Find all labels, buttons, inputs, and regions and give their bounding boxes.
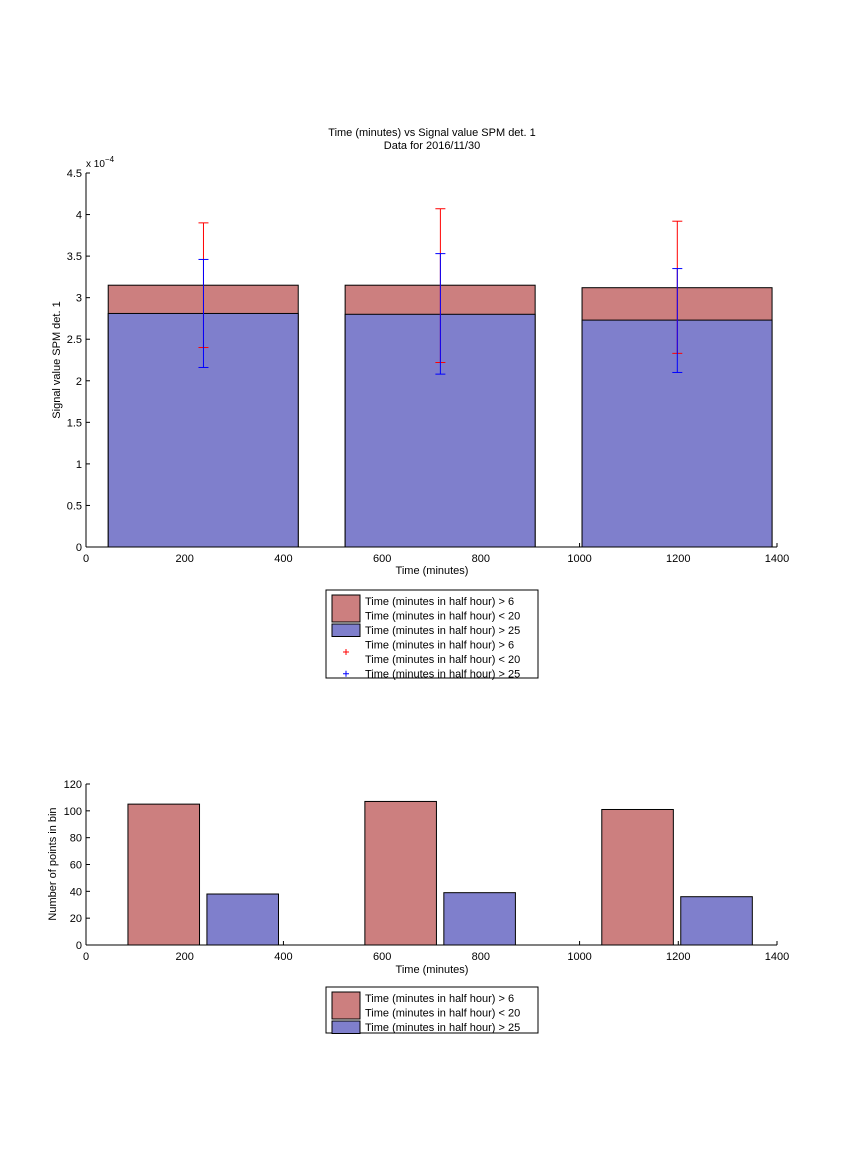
chart1-x-axis-label: Time (minutes) — [396, 565, 469, 577]
chart1-y-axis-label: Signal value SPM det. 1 — [51, 301, 63, 418]
chart1-y-tick-label: 3.5 — [67, 251, 82, 263]
chart2-legend-label: Time (minutes in half hour) > 6 — [365, 993, 514, 1005]
chart1-y-tick-label: 1 — [76, 459, 82, 471]
chart1-x-tick-label: 1200 — [666, 553, 690, 565]
chart1-legend-swatch — [331, 623, 361, 637]
chart2-bar-series2 — [443, 892, 516, 946]
chart1-legend-box — [325, 589, 539, 679]
chart1-y-tick-label: 2 — [76, 376, 82, 388]
chart2-x-tick-label: 200 — [176, 951, 194, 963]
chart1-legend: Time (minutes in half hour) > 6 Time (min… — [325, 589, 539, 681]
chart1-y-exponent-base: x 10 — [86, 159, 105, 170]
chart1-x-tick-label: 200 — [176, 553, 194, 565]
chart1-x-tick-label: 0 — [83, 553, 89, 565]
chart1-y-tick-label: 0 — [76, 542, 82, 554]
chart2-x-tick-label: 800 — [472, 951, 490, 963]
chart1-plot: 0 200 400 600 800 1000 1200 1400 0 0.5 1 1.5 2 2.5 3 3.… — [67, 168, 790, 565]
chart2-x-axis-label: Time (minutes) — [396, 964, 469, 976]
chart1-x-tick-label: 600 — [373, 553, 391, 565]
chart2-x-tick-label: 0 — [83, 951, 89, 963]
chart2-bar-series2 — [206, 893, 279, 946]
chart2-x-tick-label: 1000 — [567, 951, 591, 963]
chart1-x-tick-label: 800 — [472, 553, 490, 565]
chart2-y-tick-label: 100 — [64, 806, 82, 818]
chart2-legend-label: Time (minutes in half hour) < 20 — [365, 1008, 520, 1020]
chart1-legend-swatch — [331, 594, 361, 623]
chart1-legend-label: Time (minutes in half hour) > 25 — [365, 625, 520, 637]
chart1-legend-label: Time (minutes in half hour) > 6 — [365, 640, 514, 652]
chart1-legend-label: Time (minutes in half hour) < 20 — [365, 654, 520, 666]
chart1-legend-label: Time (minutes in half hour) > 25 — [365, 669, 520, 681]
chart2-bar-series1 — [601, 808, 674, 946]
chart2-x-tick-label: 600 — [373, 951, 391, 963]
chart1-y-tick-label: 0.5 — [67, 500, 82, 512]
chart2-y-axis-label: Number of points in bin — [47, 807, 59, 920]
chart1-legend-label: Time (minutes in half hour) > 6 — [365, 596, 514, 608]
chart1-title: Time (minutes) vs Signal value SPM det. … — [328, 127, 535, 139]
chart2-bar-series1 — [364, 800, 437, 946]
chart1-legend-label: Time (minutes in half hour) < 20 — [365, 611, 520, 623]
chart2-y-tick-label: 0 — [76, 940, 82, 952]
chart2-x-tick-label: 400 — [274, 951, 292, 963]
chart2-bar-series2 — [680, 896, 753, 946]
chart2-y-tick-label: 120 — [64, 779, 82, 791]
chart1-y-tick-label: 4 — [76, 210, 82, 222]
chart1-y-tick-label: 4.5 — [67, 168, 82, 180]
chart2-x-tick-label: 1400 — [765, 951, 789, 963]
chart1-y-exponent-power: −4 — [105, 155, 115, 164]
chart2-legend-label: Time (minutes in half hour) > 25 — [365, 1022, 520, 1034]
chart1-x-tick-label: 1000 — [567, 553, 591, 565]
chart2-bar-series1 — [127, 803, 201, 946]
chart1-y-exponent: x 10−4 — [86, 155, 115, 170]
chart2-y-tick-label: 40 — [70, 886, 82, 898]
chart1-x-tick-label: 1400 — [765, 553, 789, 565]
chart2-legend: Time (minutes in half hour) > 6 Time (min… — [325, 986, 539, 1034]
chart2-x-tick-label: 1200 — [666, 951, 690, 963]
chart2-plot: 0 200 400 600 800 1000 1200 1400 0 20 40 60 80 100 120 — [64, 779, 790, 963]
chart2-y-tick-label: 60 — [70, 860, 82, 872]
chart2-y-tick-label: 20 — [70, 913, 82, 925]
chart1-y-tick-label: 3 — [76, 293, 82, 305]
chart2-legend-box — [325, 986, 539, 1034]
chart2-legend-swatch — [331, 991, 361, 1020]
chart2-legend-swatch — [331, 1020, 361, 1034]
chart1-y-tick-label: 1.5 — [67, 417, 82, 429]
chart1-subtitle: Data for 2016/11/30 — [384, 140, 480, 152]
chart2-y-tick-label: 80 — [70, 833, 82, 845]
chart1-y-tick-label: 2.5 — [67, 334, 82, 346]
chart1-x-tick-label: 400 — [274, 553, 292, 565]
